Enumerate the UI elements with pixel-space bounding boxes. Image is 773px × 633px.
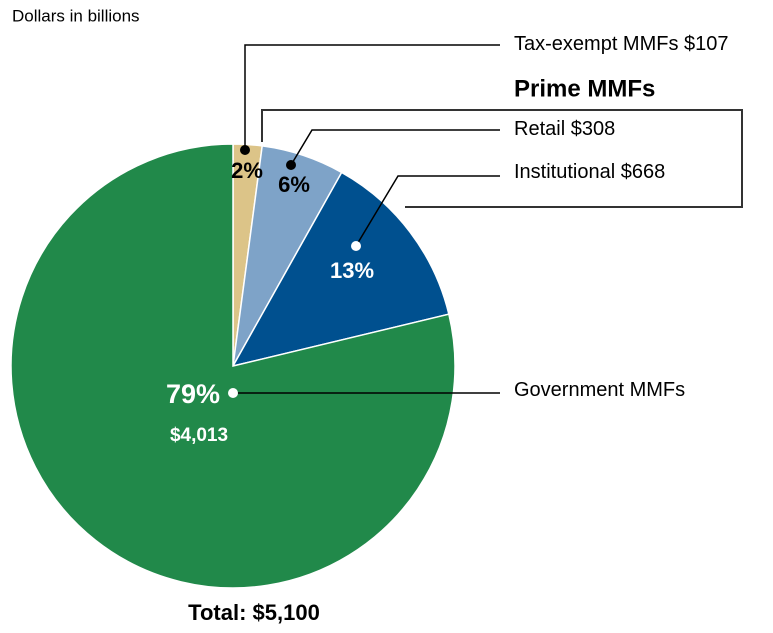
category-label: Retail $308: [514, 118, 615, 140]
value-label: $107: [684, 33, 729, 55]
group-label: Prime MMFs: [514, 75, 655, 102]
callout-line: [244, 44, 500, 150]
pie-slice: [231, 171, 450, 368]
callout-dot: [286, 160, 296, 170]
value-label: $4,013: [170, 425, 228, 446]
category-name: Institutional: [514, 161, 615, 183]
category-name: Retail: [514, 118, 565, 140]
value-label: $668: [621, 161, 666, 183]
callout-dot: [228, 388, 238, 398]
category-name: Tax-exempt MMFs: [514, 33, 678, 55]
chart-title: Dollars in billions: [12, 6, 140, 25]
percent-label: 2%: [231, 158, 263, 183]
category-label: Institutional $668: [514, 161, 665, 183]
total-label: Total: $5,100: [188, 600, 320, 625]
percent-label: 13%: [330, 258, 374, 283]
callout-dot: [240, 145, 250, 155]
callout-dot: [351, 241, 361, 251]
pie-slice: [10, 143, 456, 589]
category-name: Government MMFs: [514, 379, 685, 401]
category-label: Government MMFs: [514, 379, 685, 401]
value-label: $308: [571, 118, 616, 140]
category-label: Tax-exempt MMFs $107: [514, 33, 729, 55]
callout-line: [355, 175, 500, 247]
percent-label: 6%: [278, 172, 310, 197]
pie: [10, 143, 456, 589]
group-bracket: [261, 109, 743, 208]
callout-line: [290, 129, 500, 166]
percent-label: 79%: [166, 379, 220, 409]
